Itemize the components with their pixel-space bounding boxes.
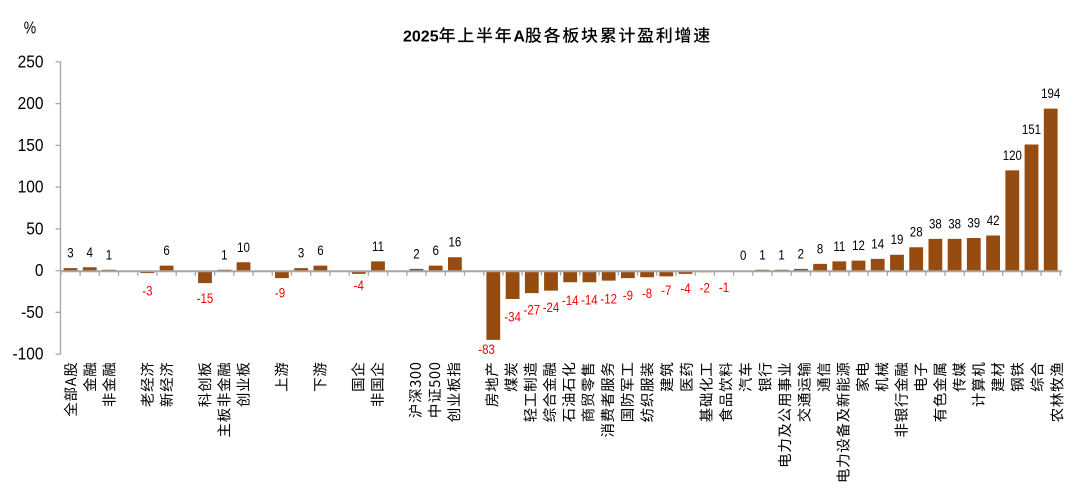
svg-text:-2: -2 <box>700 281 710 296</box>
svg-text:-4: -4 <box>354 278 364 293</box>
svg-text:-83: -83 <box>478 342 495 357</box>
svg-text:-12: -12 <box>600 292 617 307</box>
svg-text:100: 100 <box>18 177 44 197</box>
svg-text:-27: -27 <box>523 302 540 317</box>
svg-text:42: 42 <box>987 213 1000 228</box>
svg-text:8: 8 <box>817 242 823 257</box>
svg-text:3: 3 <box>67 246 73 261</box>
svg-text:200: 200 <box>18 93 44 113</box>
svg-text:2025: 2025 <box>403 29 439 46</box>
svg-text:38: 38 <box>929 217 942 232</box>
svg-text:1: 1 <box>778 247 784 262</box>
svg-text:-14: -14 <box>562 293 579 308</box>
svg-text:38: 38 <box>948 217 961 232</box>
svg-text:1: 1 <box>106 247 112 262</box>
svg-text:194: 194 <box>1041 86 1060 101</box>
svg-text:11: 11 <box>833 239 845 254</box>
svg-text:-8: -8 <box>642 286 652 301</box>
svg-text:0: 0 <box>740 248 746 263</box>
svg-text:14: 14 <box>871 237 884 252</box>
svg-text:6: 6 <box>432 243 438 258</box>
svg-text:12: 12 <box>852 238 865 253</box>
svg-text:-34: -34 <box>504 309 521 324</box>
svg-text:%: % <box>24 19 36 38</box>
svg-text:10: 10 <box>237 240 250 255</box>
svg-text:3: 3 <box>298 246 304 261</box>
svg-text:11: 11 <box>372 239 384 254</box>
svg-text:-14: -14 <box>581 293 598 308</box>
svg-text:1: 1 <box>221 247 227 262</box>
svg-text:-3: -3 <box>142 284 152 299</box>
svg-text:39: 39 <box>967 216 980 231</box>
svg-text:150: 150 <box>18 135 44 155</box>
svg-text:-24: -24 <box>543 300 560 315</box>
svg-text:-9: -9 <box>623 288 633 303</box>
svg-text:-7: -7 <box>661 283 671 298</box>
svg-text:2: 2 <box>413 247 419 262</box>
svg-text:19: 19 <box>891 232 904 247</box>
svg-text:6: 6 <box>317 243 323 258</box>
svg-text:-4: -4 <box>680 281 690 296</box>
svg-text:16: 16 <box>449 235 462 250</box>
svg-text:250: 250 <box>18 51 44 71</box>
svg-text:28: 28 <box>910 225 923 240</box>
svg-text:-100: -100 <box>13 344 44 364</box>
svg-text:1: 1 <box>759 247 765 262</box>
svg-text:-15: -15 <box>197 291 214 306</box>
svg-text:2: 2 <box>798 247 804 262</box>
svg-text:120: 120 <box>1003 148 1022 163</box>
svg-text:151: 151 <box>1022 122 1041 137</box>
svg-text:-50: -50 <box>21 302 43 322</box>
svg-text:-1: -1 <box>719 280 729 295</box>
svg-text:A: A <box>513 29 525 46</box>
svg-text:6: 6 <box>163 243 169 258</box>
svg-text:50: 50 <box>26 218 43 238</box>
svg-text:4: 4 <box>86 245 92 260</box>
svg-text:0: 0 <box>35 260 44 280</box>
svg-text:-9: -9 <box>275 286 285 301</box>
